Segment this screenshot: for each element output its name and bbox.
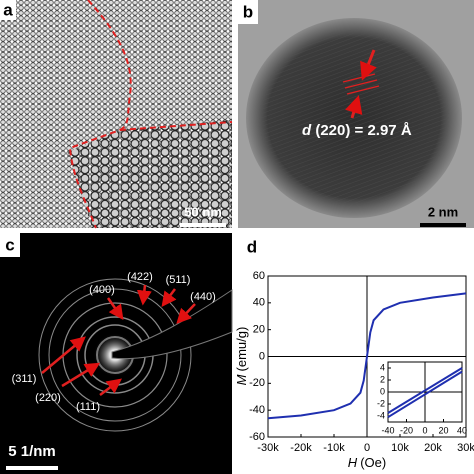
y-tick-label: -60 (249, 431, 265, 443)
arrow (345, 95, 363, 119)
x-unit: (Oe) (360, 455, 386, 470)
y-tick-label: -4 (377, 410, 385, 420)
scale-bar-label: 50 nm (184, 204, 222, 219)
x-tick-label: 0 (364, 442, 370, 454)
y-symbol: M (234, 374, 249, 385)
x-tick-label: -40 (381, 425, 394, 435)
ring-label: (422) (127, 271, 153, 283)
panel-label: a (3, 0, 13, 19)
ring-label: (440) (190, 291, 216, 303)
y-tick-label: 20 (253, 324, 265, 336)
ring-arrows (41, 284, 196, 396)
x-tick-label: 20 (438, 425, 448, 435)
y-tick-label: -40 (249, 404, 265, 416)
x-tick-label: -20 (400, 425, 413, 435)
label-box (238, 0, 258, 24)
y-tick-label: 40 (253, 297, 265, 309)
y-tick-label: -2 (377, 398, 385, 408)
scale-bar-label: 5 1/nm (8, 443, 56, 460)
panel-c: (400) (422) (511) (440) (311) (220) (111… (0, 233, 233, 474)
label-box (0, 233, 20, 257)
x-tick-label: 0 (422, 425, 427, 435)
y-axis-label: M (emu/g) (234, 327, 249, 386)
x-axis-label: H (Oe) (348, 455, 386, 470)
ring-label: (400) (89, 284, 115, 296)
panel-d: d -30k -20k -10k 0 10k 20k 30k-60-40-200204060… (234, 237, 474, 470)
ring-label: (220) (35, 392, 61, 404)
y-tick-label: -20 (249, 377, 265, 389)
panel-label: d (247, 237, 257, 256)
y-unit: (emu/g) (234, 327, 249, 372)
x-tick-label: -20k (290, 442, 312, 454)
d-spacing: (220) = 2.97 Å (315, 122, 411, 139)
panel-label: b (243, 2, 253, 21)
panel-a: a 50 nm (0, 0, 233, 229)
x-tick-label: -30k (257, 442, 279, 454)
panel-b: d (220) = 2.97 Å b 2 nm (238, 0, 474, 228)
large-particle-region (68, 120, 232, 228)
x-tick-label: 10k (391, 442, 409, 454)
boundary-line (119, 121, 233, 131)
x-symbol: H (348, 455, 358, 470)
data-line (387, 367, 463, 414)
ring-label: (511) (166, 274, 191, 286)
x-tick-label: -10k (323, 442, 345, 454)
annotation: d (220) = 2.97 Å (302, 122, 412, 139)
data-line (267, 292, 467, 420)
label-box (0, 0, 16, 20)
boundary-line (68, 0, 132, 229)
x-tick-label: 20k (424, 442, 442, 454)
d-symbol: d (302, 122, 312, 139)
scale-bar-label: 2 nm (428, 204, 458, 219)
arrow (360, 49, 377, 81)
ring-label: (311) (12, 373, 37, 385)
ring-label: (111) (76, 401, 100, 413)
y-tick-label: 60 (253, 270, 265, 282)
y-tick-label: 0 (259, 350, 265, 362)
y-tick-label: 4 (380, 362, 385, 372)
beam-stopper (111, 289, 233, 360)
x-tick-label: 40 (457, 425, 467, 435)
y-tick-label: 0 (380, 386, 385, 396)
data-line (387, 370, 463, 419)
panel-label: c (5, 235, 14, 254)
y-tick-label: 2 (380, 374, 385, 384)
x-tick-label: 30k (457, 442, 474, 454)
